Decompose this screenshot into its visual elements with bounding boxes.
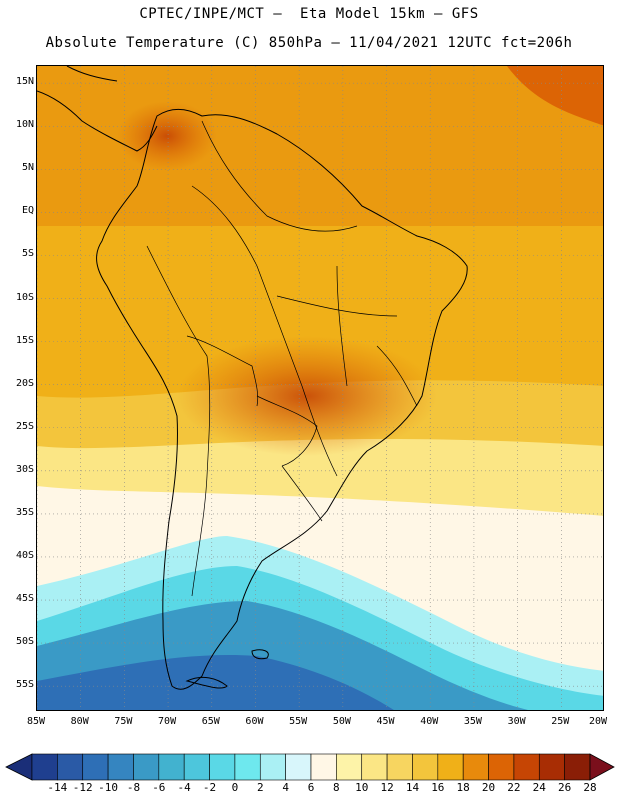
colorbar-segment: [564, 753, 591, 781]
colorbar-segment: [462, 753, 489, 781]
latitude-label: 5S: [21, 248, 34, 260]
colorbar-segment: [31, 753, 58, 781]
temperature-warm-northeast: [507, 66, 603, 126]
latitude-label: 5N: [21, 162, 34, 174]
colorbar-tick-label: -12: [72, 781, 93, 794]
colorbar-tick-label: 18: [456, 781, 470, 794]
longitude-label: 45W: [376, 716, 395, 727]
colorbar-tick-label: -8: [126, 781, 141, 794]
longitude-label: 80W: [70, 716, 89, 727]
colorbar-tick-label: 24: [532, 781, 546, 794]
latitude-label: 40S: [15, 549, 34, 561]
border-andes: [146, 245, 211, 597]
coastline-falklands: [251, 649, 269, 660]
temperature-warm-core-central: [177, 336, 437, 456]
country-borders: [146, 120, 418, 597]
colorbar-segment: [107, 753, 134, 781]
longitude-label: 60W: [245, 716, 264, 727]
border-paraguay: [256, 395, 318, 467]
colorbar-segment: [361, 753, 388, 781]
temperature-band-minus6: [37, 655, 394, 710]
latitude-label: 25S: [15, 420, 34, 432]
colorbar-segment: [336, 753, 363, 781]
colorbar-tick-label: 16: [431, 781, 445, 794]
colorbar-tick-label: 28: [583, 781, 597, 794]
longitude-label: 65W: [201, 716, 220, 727]
longitude-label: 55W: [289, 716, 308, 727]
colorbar-tick-label: -6: [152, 781, 166, 794]
colorbar-tick-label: 14: [405, 781, 420, 794]
colorbar-segment: [488, 753, 515, 781]
colorbar-tick-label: -10: [98, 781, 119, 794]
longitude-label: 20W: [588, 716, 608, 727]
latitude-label: 45S: [15, 593, 34, 605]
border-brazil-west: [191, 185, 338, 477]
border-north: [201, 120, 358, 232]
map-panel: [36, 65, 604, 711]
latitude-label: 30S: [15, 463, 34, 475]
colorbar-low-arrow: [5, 753, 33, 781]
longitude-label: 85W: [26, 716, 46, 727]
colorbar-high-arrow: [589, 753, 615, 781]
longitude-label: 50W: [332, 716, 351, 727]
colorbar-segment: [82, 753, 109, 781]
colorbar-tick-label: 6: [307, 781, 315, 794]
colorbar-segment: [57, 753, 84, 781]
coastlines: [37, 66, 468, 690]
graticule: [37, 66, 603, 710]
colorbar-tick-label: 12: [380, 781, 394, 794]
coastline-tierra-del-fuego: [185, 676, 228, 689]
colorbar-tick-label: 8: [333, 781, 340, 794]
latitude-label: EQ: [21, 205, 34, 217]
border-bolivia: [186, 335, 259, 407]
colorbar-segment: [412, 753, 439, 781]
colorbar-tick-label: 2: [256, 781, 264, 794]
colorbar-segment: [513, 753, 540, 781]
colorbar-tick-label: 4: [282, 781, 289, 794]
longitude-label: 25W: [551, 716, 570, 727]
latitude-label: 15S: [15, 334, 34, 346]
latitude-label: 10N: [15, 119, 34, 131]
colorbar-tick-label: 26: [558, 781, 572, 794]
colorbar-tick-label: 20: [481, 781, 496, 794]
coastline-south-america: [96, 108, 468, 690]
colorbar-tick-label: 10: [355, 781, 369, 794]
longitude-label: 40W: [420, 716, 439, 727]
colorbar-tick-label: -14: [47, 781, 68, 794]
coastline-central-america: [37, 90, 158, 152]
latitude-label: 15N: [15, 76, 34, 88]
colorbar-tick-label: 22: [507, 781, 521, 794]
longitude-label: 30W: [507, 716, 526, 727]
coastline-caribbean: [66, 66, 118, 82]
colorbar-tick-label: 0: [231, 781, 239, 794]
border-uruguay: [281, 465, 323, 522]
longitude-label: 70W: [158, 716, 177, 727]
colorbar-segment: [158, 753, 185, 781]
latitude-label: 55S: [15, 679, 34, 691]
map-subtitle: Absolute Temperature (C) 850hPa — 11/04/…: [45, 35, 573, 51]
longitude-label: 35W: [463, 716, 482, 727]
latitude-label: 35S: [15, 506, 34, 518]
colorbar-segment: [310, 753, 337, 781]
colorbar-segment: [437, 753, 464, 781]
colorbar-segment: [259, 753, 286, 781]
border-state-lines: [276, 265, 418, 407]
colorbar-segment: [234, 753, 261, 781]
colorbar-segment: [538, 753, 565, 781]
latitude-label: 10S: [15, 291, 34, 303]
latitude-label: 50S: [15, 636, 34, 648]
latitude-label: 20S: [15, 377, 34, 389]
colorbar-segment: [285, 753, 312, 781]
colorbar-segment: [183, 753, 210, 781]
map-title: CPTEC/INPE/MCT — Eta Model 15km — GFS: [139, 6, 479, 22]
colorbar-segment: [386, 753, 413, 781]
colorbar-tick-label: -2: [202, 781, 217, 794]
colorbar-segment: [209, 753, 236, 781]
colorbar-segment: [133, 753, 160, 781]
longitude-label: 75W: [114, 716, 133, 727]
temperature-warm-core-north: [117, 101, 217, 171]
colorbar-tick-label: -4: [177, 781, 191, 794]
colorbar: [5, 753, 615, 781]
